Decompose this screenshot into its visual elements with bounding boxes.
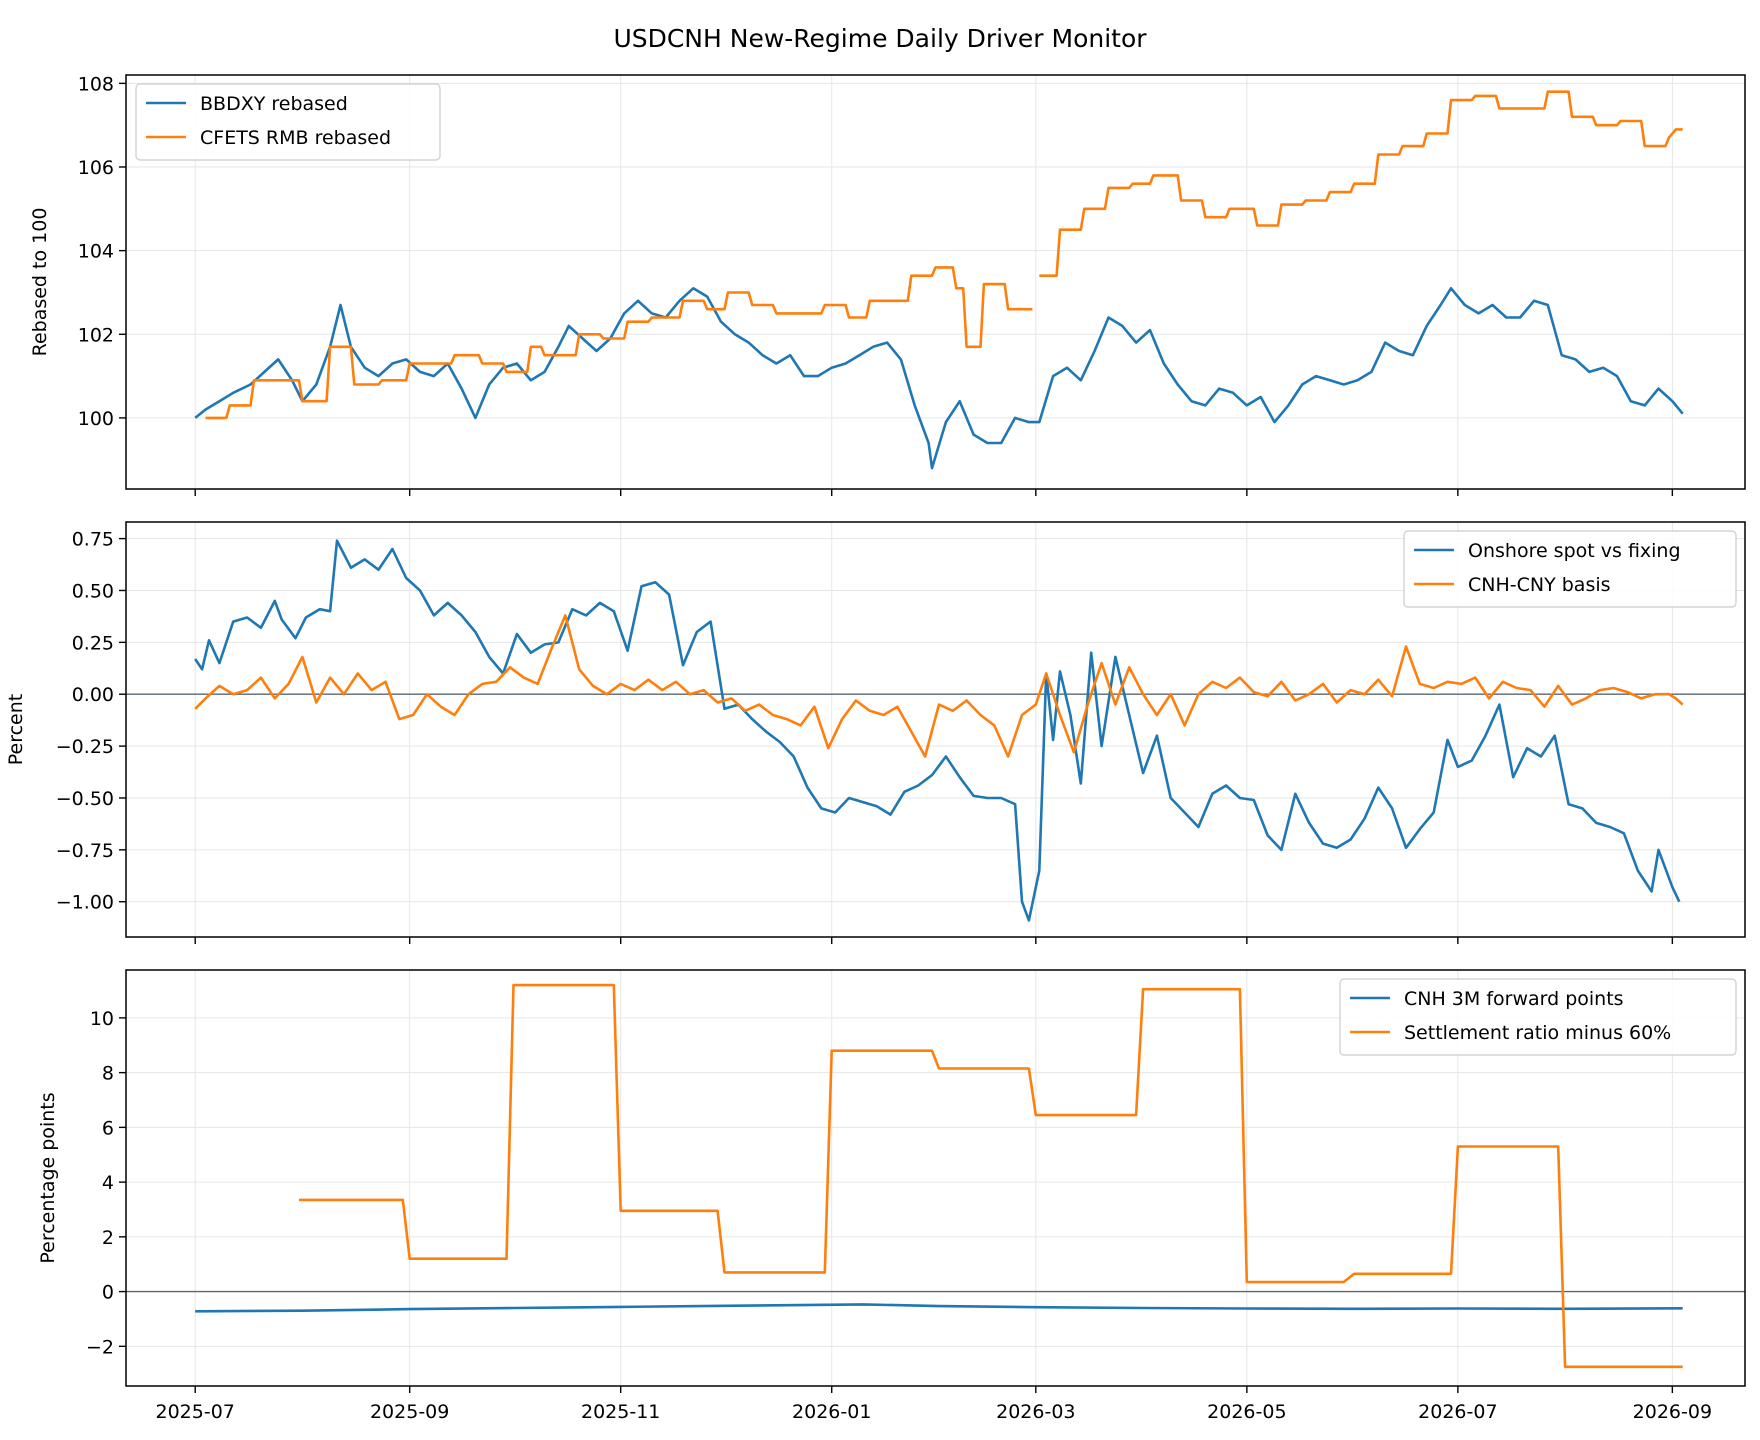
series-line-2 (299, 983, 1683, 1369)
legend: Onshore spot vs fixing CNH-CNY basis (1403, 530, 1737, 608)
y-axis-label: Percentage points (37, 1092, 59, 1263)
plot-frame (125, 74, 1746, 490)
y-tick-label: 10 (90, 1008, 114, 1030)
x-tick-label: 2026-07 (1418, 1401, 1497, 1423)
x-tick-label: 2025-07 (155, 1401, 234, 1423)
legend-label: CNH 3M forward points (1404, 988, 1624, 1010)
y-tick-label: 106 (78, 157, 114, 179)
series-line-1 (195, 1303, 1683, 1313)
x-tick-label: 2025-11 (581, 1401, 660, 1423)
y-tick-label: 100 (78, 408, 114, 430)
y-tick-label: −0.50 (56, 788, 114, 810)
y-tick-label: −0.75 (56, 840, 114, 862)
y-tick-label: 104 (78, 241, 114, 263)
y-tick-label: 102 (78, 324, 114, 346)
x-tick-label: 2026-05 (1207, 1401, 1286, 1423)
y-tick-label: 2 (102, 1227, 114, 1249)
y-tick-label: −1.00 (56, 892, 114, 914)
legend-box (135, 83, 441, 161)
chart-title: USDCNH New-Regime Daily Driver Monitor (613, 24, 1147, 53)
y-tick-label: 0.00 (72, 684, 114, 706)
legend-label: Settlement ratio minus 60% (1404, 1022, 1671, 1044)
y-axis-label: Rebased to 100 (29, 208, 51, 357)
y-tick-label: −0.25 (56, 736, 114, 758)
y-axis-label: Percent (5, 694, 27, 766)
y-tick-label: −2 (86, 1336, 114, 1358)
legend-label: BBDXY rebased (200, 93, 348, 115)
legend-label: CNH-CNY basis (1468, 574, 1611, 596)
x-tick-label: 2026-01 (792, 1401, 871, 1423)
y-tick-label: 8 (102, 1063, 114, 1085)
y-tick-label: 6 (102, 1117, 114, 1139)
legend-label: CFETS RMB rebased (200, 127, 391, 149)
x-tick-label: 2026-03 (996, 1401, 1075, 1423)
y-tick-label: 108 (78, 73, 114, 95)
legend-label: Onshore spot vs fixing (1468, 540, 1681, 562)
legend: BBDXY rebased CFETS RMB rebased (135, 83, 441, 161)
x-tick-label: 2026-09 (1633, 1401, 1712, 1423)
legend: CNH 3M forward points Settlement ratio mi… (1339, 978, 1737, 1056)
plot-frame (125, 969, 1746, 1387)
chart-panel-3: −2 0 2 4 6 8 10 2025-07 2025-09 2025-11 2026-01 202… (37, 969, 1746, 1423)
legend-box (1403, 530, 1737, 608)
plot-frame (125, 521, 1746, 938)
chart-panel-2: −1.00 −0.75 −0.50 −0.25 0.00 0.25 0.50 0.75 Perc… (5, 521, 1746, 944)
series-line-1 (194, 539, 1681, 922)
x-tick-label: 2025-09 (370, 1401, 449, 1423)
y-tick-label: 0.75 (72, 529, 114, 551)
legend-box (1339, 978, 1737, 1056)
y-tick-label: 0.50 (72, 580, 114, 602)
series-line-1 (194, 287, 1684, 470)
y-tick-label: 4 (102, 1172, 114, 1194)
series-line-2 (194, 614, 1684, 758)
y-tick-label: 0 (102, 1282, 114, 1304)
chart-panel-1: 100 102 104 106 108 Rebased to 100 BBDXY rebas… (29, 73, 1746, 496)
series-line-2 (205, 90, 1683, 420)
y-tick-label: 0.25 (72, 632, 114, 654)
